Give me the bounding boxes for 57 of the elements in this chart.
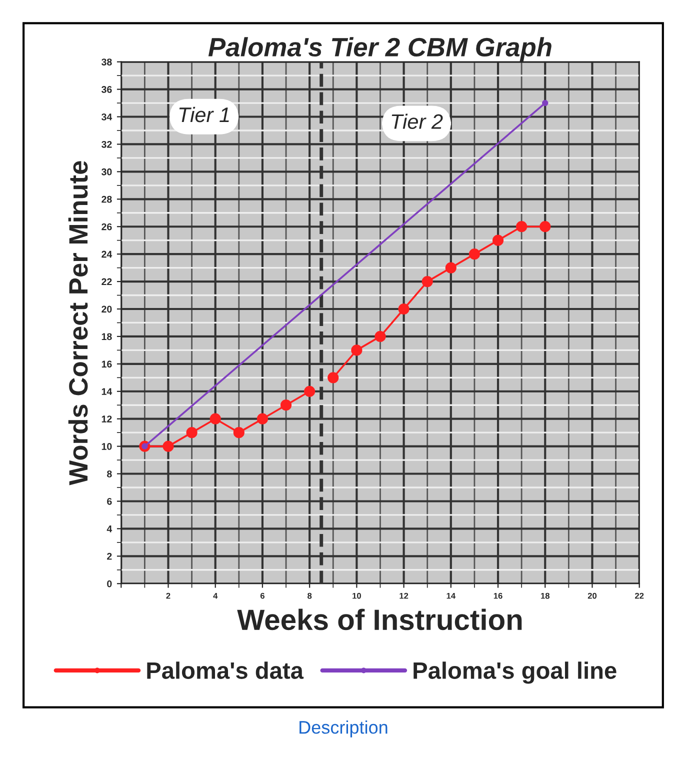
x-tick-label: 14 <box>446 592 456 599</box>
point <box>540 221 551 232</box>
y-tick-label: 28 <box>102 196 112 203</box>
point <box>162 440 174 452</box>
point <box>210 413 221 424</box>
x-tick-label: 20 <box>588 592 597 599</box>
y-tick-label: 0 <box>107 580 112 588</box>
point <box>256 413 268 424</box>
y-tick-label: 6 <box>107 498 112 505</box>
y-axis-title: Words Correct Per Minute <box>68 161 88 486</box>
y-tick-label: 30 <box>102 168 112 176</box>
x-tick-label: 22 <box>635 592 644 599</box>
point <box>280 400 292 411</box>
y-tick-label: 24 <box>102 250 112 258</box>
point <box>422 276 433 288</box>
y-tick-label: 38 <box>102 58 112 66</box>
point <box>374 330 386 342</box>
point <box>351 344 362 356</box>
y-tick-label: 8 <box>107 470 112 478</box>
y-tick-label: 34 <box>102 114 112 120</box>
x-tick-label: 12 <box>400 592 408 599</box>
y-tick-label: 22 <box>102 278 112 286</box>
x-tick-label: 2 <box>166 592 170 599</box>
y-tick-label: 10 <box>102 443 112 450</box>
annotation: Tier 1 <box>179 106 229 122</box>
x-tick-label: 8 <box>308 592 312 599</box>
y-tick-label: 36 <box>102 86 112 93</box>
text: Description <box>300 720 388 738</box>
point <box>186 427 198 438</box>
y-tick-label: 2 <box>107 552 112 560</box>
point <box>304 386 316 397</box>
x-tick-label: 10 <box>352 592 361 599</box>
annotation: Tier 2 <box>392 114 443 129</box>
point <box>542 100 548 106</box>
point <box>398 303 410 315</box>
point <box>516 221 528 232</box>
legend-label: Paloma's data <box>147 662 304 679</box>
y-tick-label: 14 <box>102 388 112 395</box>
y-tick-label: 4 <box>106 526 112 532</box>
y-tick-label: 20 <box>102 306 112 313</box>
y-tick-label: 26 <box>102 223 112 230</box>
point <box>328 372 339 384</box>
x-tick-label: 16 <box>494 592 502 599</box>
y-tick-label: 32 <box>102 140 112 148</box>
x-tick-label: 18 <box>541 592 550 599</box>
legend-label: Paloma's goal line <box>414 662 616 684</box>
x-tick-label: 4 <box>213 592 218 599</box>
chart-title: Paloma's Tier 2 CBM Graph <box>208 37 552 62</box>
x-axis-title: Weeks of Instruction <box>237 608 522 630</box>
y-tick-label: 12 <box>102 416 112 422</box>
point <box>233 427 244 438</box>
point <box>445 262 456 274</box>
y-tick-label: 16 <box>102 360 112 368</box>
point <box>492 234 504 246</box>
y-tick-label: 18 <box>102 333 112 340</box>
point <box>468 248 480 260</box>
x-tick-label: 6 <box>260 592 264 599</box>
